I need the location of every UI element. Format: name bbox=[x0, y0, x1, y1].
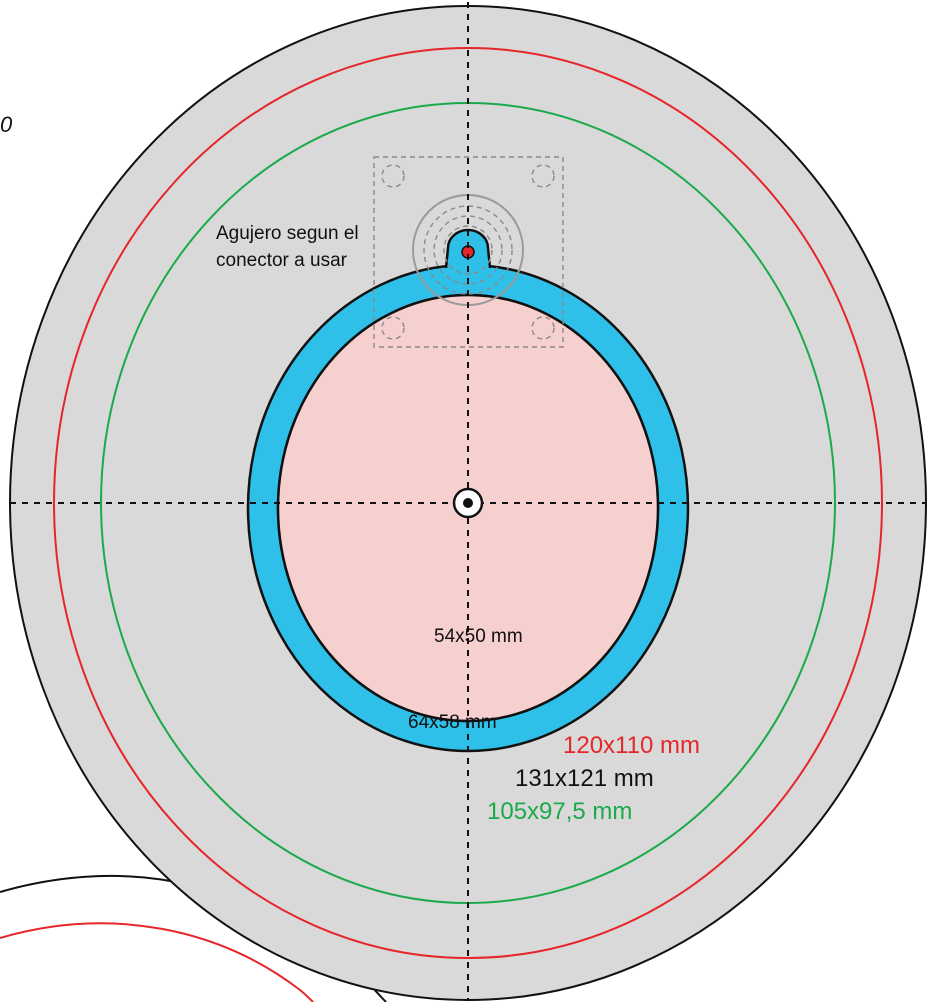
center-dot bbox=[463, 498, 473, 508]
inner-disc-size-label: 54x50 mm bbox=[434, 626, 523, 647]
connector-outline bbox=[373, 156, 564, 348]
outer-disc-size-label: 131x121 mm bbox=[515, 765, 654, 792]
mount-hole-bottom-left bbox=[381, 316, 405, 340]
mount-hole-top-right bbox=[531, 164, 555, 188]
connector-hole-label-line1: Agujero segun el bbox=[216, 223, 359, 244]
blue-ring-size-label: 64x58 mm bbox=[408, 712, 497, 733]
connector-ring-3 bbox=[443, 225, 493, 275]
mount-hole-bottom-right bbox=[531, 316, 555, 340]
green-ring-size-label: 105x97,5 mm bbox=[487, 798, 632, 825]
center-mark bbox=[452, 487, 484, 519]
connector-ring-2 bbox=[433, 215, 503, 285]
cut-edge-label: 0 bbox=[0, 112, 13, 137]
connector-hole-label-line2: conector a usar bbox=[216, 250, 348, 271]
mount-hole-top-left bbox=[381, 164, 405, 188]
red-ring-size-label: 120x110 mm bbox=[563, 732, 700, 759]
partial-disc-red-ring bbox=[0, 922, 314, 1003]
red-ring bbox=[53, 47, 883, 959]
